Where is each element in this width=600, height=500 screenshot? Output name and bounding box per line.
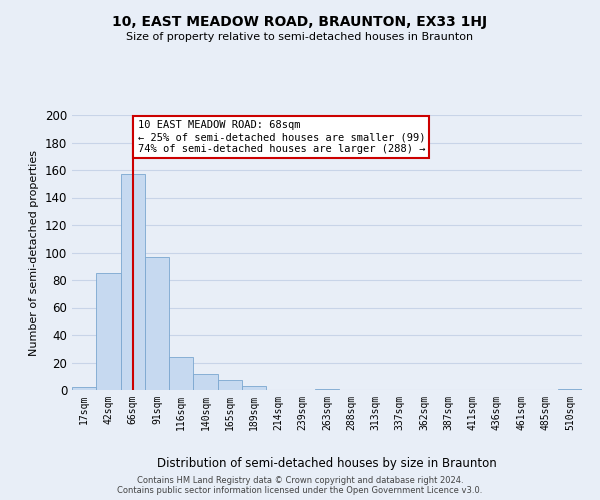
Y-axis label: Number of semi-detached properties: Number of semi-detached properties <box>29 150 39 356</box>
Bar <box>218 380 242 390</box>
Bar <box>558 388 582 390</box>
Bar <box>96 273 121 390</box>
Bar <box>145 256 169 390</box>
Text: 10, EAST MEADOW ROAD, BRAUNTON, EX33 1HJ: 10, EAST MEADOW ROAD, BRAUNTON, EX33 1HJ <box>112 15 488 29</box>
Bar <box>315 388 339 390</box>
Bar <box>169 357 193 390</box>
Bar <box>72 387 96 390</box>
Bar <box>242 386 266 390</box>
Text: Contains HM Land Registry data © Crown copyright and database right 2024.
Contai: Contains HM Land Registry data © Crown c… <box>118 476 482 495</box>
Bar <box>121 174 145 390</box>
Text: 10 EAST MEADOW ROAD: 68sqm
← 25% of semi-detached houses are smaller (99)
74% of: 10 EAST MEADOW ROAD: 68sqm ← 25% of semi… <box>137 120 425 154</box>
Text: Distribution of semi-detached houses by size in Braunton: Distribution of semi-detached houses by … <box>157 458 497 470</box>
Bar <box>193 374 218 390</box>
Text: Size of property relative to semi-detached houses in Braunton: Size of property relative to semi-detach… <box>127 32 473 42</box>
